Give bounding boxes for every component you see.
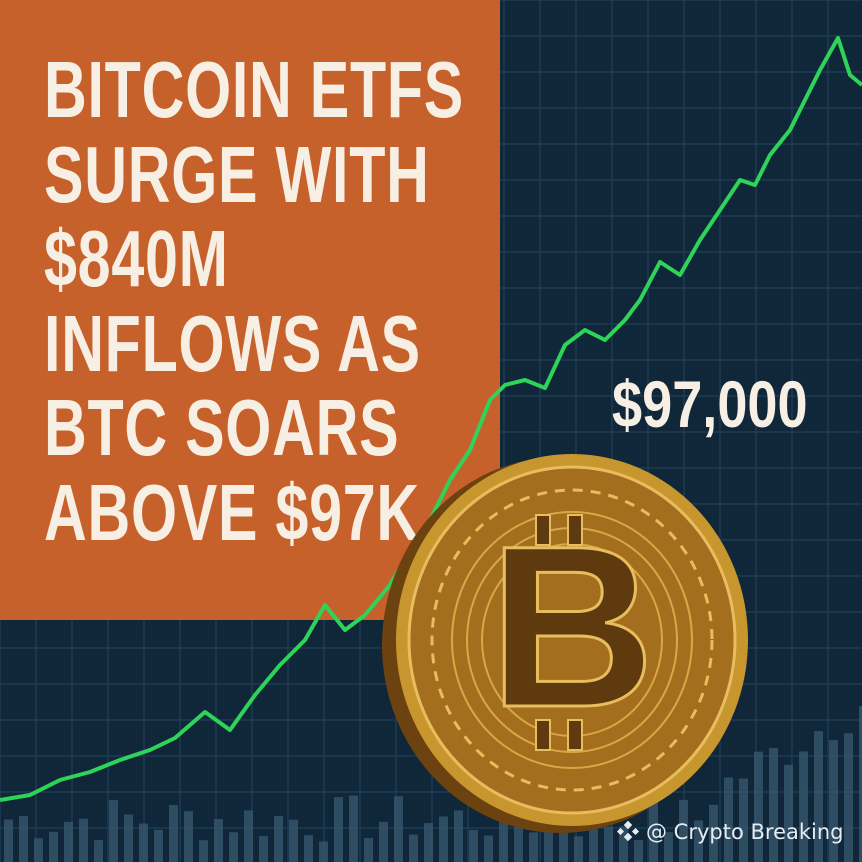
volume-bar — [484, 835, 493, 862]
credit-text: @ Crypto Breaking — [646, 820, 844, 844]
volume-bar — [244, 810, 253, 862]
volume-bar — [289, 819, 298, 862]
volume-bar — [514, 821, 523, 862]
volume-bar — [664, 832, 673, 862]
volume-bar — [589, 805, 598, 862]
volume-bar — [739, 778, 748, 862]
volume-bar — [754, 751, 763, 862]
headline: BITCOIN ETFS SURGE WITH $840M INFLOWS AS… — [44, 45, 464, 557]
headline-line: BITCOIN ETFS — [44, 45, 464, 134]
headline-line: BTC SOARS — [44, 383, 400, 472]
volume-bar — [259, 836, 268, 862]
volume-bar — [694, 820, 703, 862]
volume-bar — [109, 800, 118, 862]
volume-bar — [214, 819, 223, 862]
volume-bar — [49, 831, 58, 862]
volume-bar — [394, 796, 403, 862]
headline-line: SURGE WITH — [44, 129, 430, 219]
headline-line: $840M — [44, 214, 229, 303]
volume-bar — [829, 740, 838, 862]
volume-bar — [529, 832, 538, 862]
volume-bar — [784, 764, 793, 862]
volume-bar — [499, 794, 508, 862]
volume-bar — [94, 840, 103, 862]
volume-bar — [544, 816, 553, 862]
volume-bar — [79, 818, 88, 862]
volume-bar — [709, 804, 718, 862]
headline-line: INFLOWS AS — [44, 298, 421, 388]
volume-bar — [799, 751, 808, 862]
volume-bar — [454, 810, 463, 862]
volume-bar — [769, 747, 778, 862]
volume-bar — [679, 799, 688, 862]
volume-bar — [724, 777, 733, 862]
volume-bar — [634, 840, 643, 862]
volume-bar — [364, 837, 373, 862]
volume-bar — [559, 827, 568, 862]
volume-bar — [19, 815, 28, 862]
volume-bar — [34, 838, 43, 862]
price-label: $97,000 — [612, 367, 808, 441]
volume-bar — [4, 819, 13, 862]
headline-line: ABOVE $97K — [44, 467, 420, 557]
volume-bar — [814, 731, 823, 862]
volume-bar — [574, 836, 583, 862]
volume-bar — [154, 829, 163, 862]
watermark-credit: @ Crypto Breaking — [616, 820, 844, 844]
volume-bar — [229, 832, 238, 862]
volume-bar — [184, 811, 193, 862]
volume-bar — [139, 823, 148, 862]
volume-bar — [859, 705, 862, 862]
volume-bar — [424, 823, 433, 862]
volume-bar — [349, 795, 358, 862]
volume-bar — [274, 815, 283, 862]
volume-bar — [409, 834, 418, 862]
volume-bar — [319, 841, 328, 862]
volume-bar — [619, 826, 628, 862]
volume-bar — [304, 835, 313, 862]
headline-panel — [0, 0, 500, 620]
volume-bar — [334, 797, 343, 862]
volume-bar — [604, 826, 613, 862]
volume-bar — [64, 821, 73, 862]
volume-bar — [124, 814, 133, 862]
volume-bar — [439, 816, 448, 862]
bitcoin-coin-icon: B — [382, 454, 748, 833]
volume-bar — [379, 821, 388, 862]
price-trend-line — [0, 36, 862, 802]
volume-bar — [844, 733, 853, 862]
volume-bar — [199, 840, 208, 862]
volume-bar — [169, 804, 178, 862]
svg-text:B: B — [489, 498, 655, 755]
volume-bar — [469, 829, 478, 862]
binance-diamond-icon — [616, 820, 640, 842]
volume-bar — [649, 797, 658, 862]
